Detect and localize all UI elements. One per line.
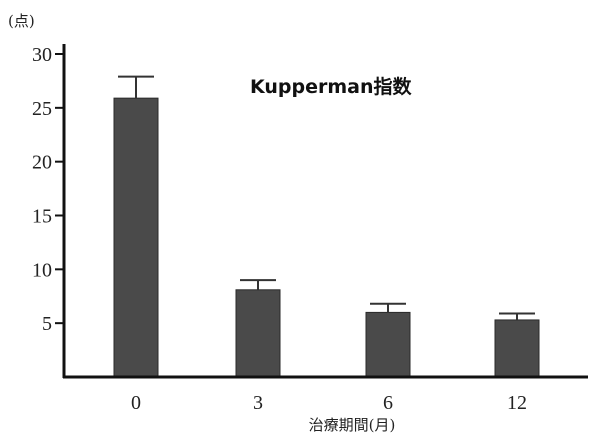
chart-title: Kupperman指数	[250, 75, 413, 98]
x-tick-label-12: 12	[507, 392, 527, 414]
bar-3	[235, 289, 281, 378]
y-tick-label-20: 20	[32, 152, 52, 174]
plot-area: 0 3 6 12 5 10 15 20 25 30	[32, 44, 588, 414]
bar-6	[365, 311, 411, 378]
y-tick-label-30: 30	[32, 44, 52, 66]
y-axis-unit-label: (点)	[8, 12, 35, 30]
y-tick-label-25: 25	[32, 98, 52, 120]
bar-0	[113, 97, 159, 378]
x-axis-label: 治療期間(月)	[309, 416, 396, 434]
y-tick-label-10: 10	[32, 259, 52, 281]
x-tick-label-0: 0	[131, 392, 141, 414]
y-tick-label-5: 5	[42, 313, 52, 335]
y-tick-label-15: 15	[32, 206, 52, 228]
bar-12	[494, 319, 540, 378]
x-tick-label-3: 3	[253, 392, 263, 414]
x-tick-label-6: 6	[383, 392, 393, 414]
